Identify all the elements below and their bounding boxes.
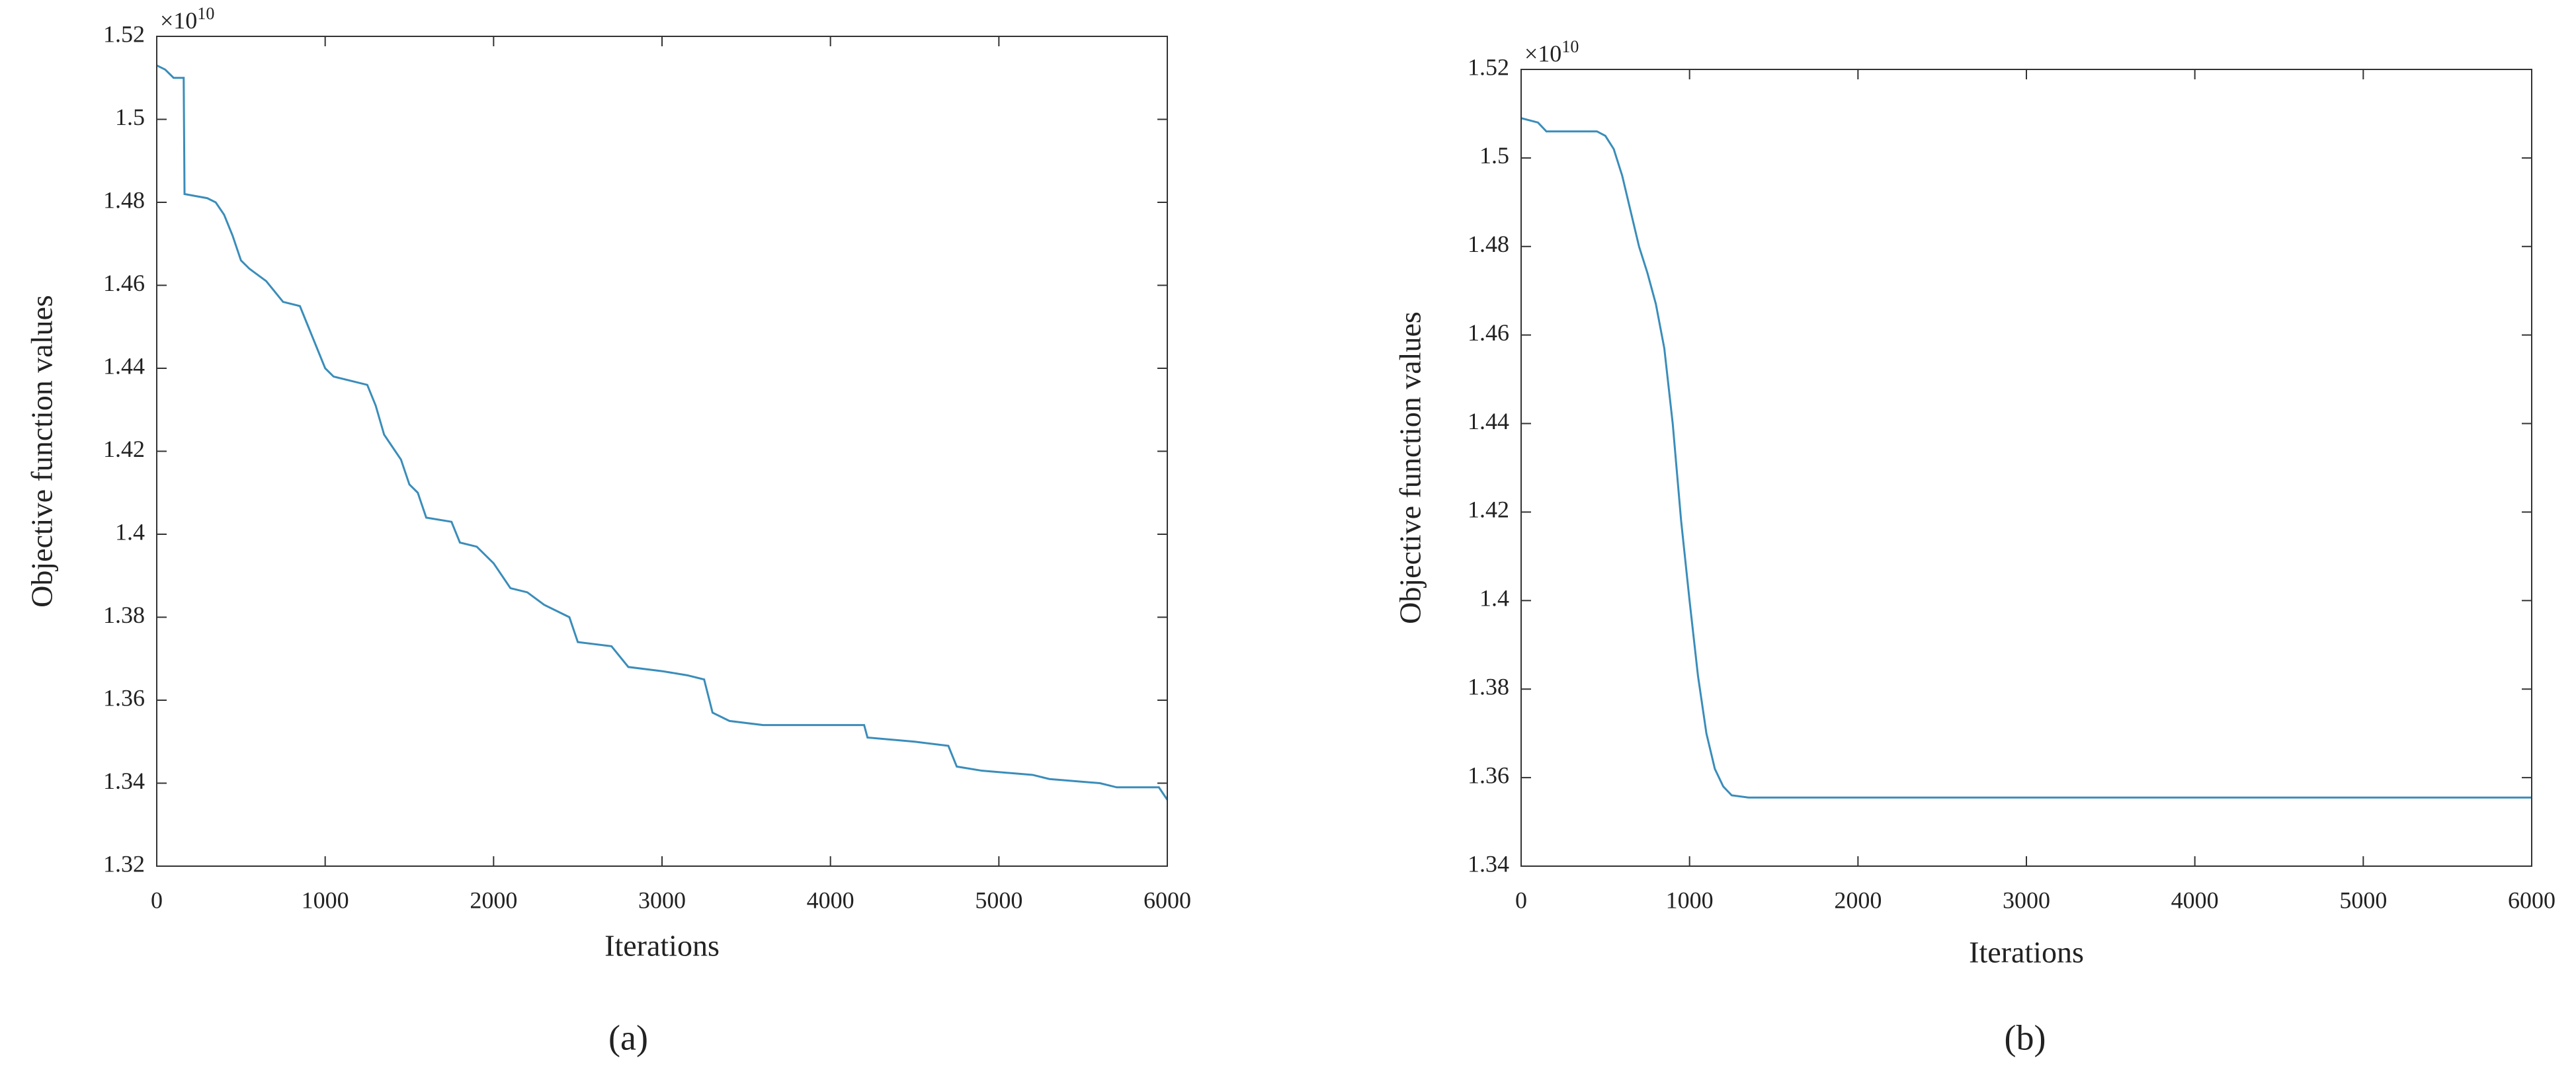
y-axis-label: Objective function values xyxy=(25,295,59,608)
y-axis-label: Objective function values xyxy=(1393,311,1427,624)
y-tick-label: 1.46 xyxy=(103,270,145,296)
y-scale-base: ×10 xyxy=(160,7,197,34)
x-tick-label: 0 xyxy=(151,887,163,913)
x-axis-label: Iterations xyxy=(1969,936,2084,969)
y-scale-label: ×1010 xyxy=(1524,37,1579,67)
y-tick-label: 1.34 xyxy=(1468,850,1509,877)
panel-label: (a) xyxy=(608,1018,648,1057)
y-tick-label: 1.4 xyxy=(1479,585,1509,612)
y-tick-label: 1.44 xyxy=(103,352,145,379)
y-tick-label: 1.34 xyxy=(103,768,145,794)
x-tick-label: 6000 xyxy=(1143,887,1191,913)
y-tick-label: 1.5 xyxy=(115,104,145,130)
data-line xyxy=(156,64,1169,801)
y-tick-label: 1.44 xyxy=(1468,408,1509,434)
y-tick-label: 1.4 xyxy=(115,518,145,545)
y-tick-label: 1.32 xyxy=(103,850,145,877)
x-tick-label: 1000 xyxy=(302,887,349,913)
plot-frame xyxy=(156,36,1168,867)
y-scale-exponent: 10 xyxy=(1561,37,1579,56)
x-tick-label: 3000 xyxy=(2003,887,2050,913)
y-tick-label: 1.38 xyxy=(1468,673,1509,700)
y-scale-label: ×1010 xyxy=(160,4,214,34)
data-line xyxy=(1520,117,2532,799)
panel-label: (b) xyxy=(2005,1018,2046,1057)
x-tick-label: 4000 xyxy=(807,887,854,913)
x-axis-label: Iterations xyxy=(604,929,720,963)
plot-frame xyxy=(1520,69,2532,867)
x-tick-label: 2000 xyxy=(1834,887,1882,913)
y-tick-label: 1.52 xyxy=(1468,54,1509,80)
x-tick-label: 6000 xyxy=(2508,887,2555,913)
y-tick-label: 1.42 xyxy=(103,436,145,462)
x-tick-label: 0 xyxy=(1515,887,1527,913)
y-tick-label: 1.48 xyxy=(1468,231,1509,257)
y-scale-base: ×10 xyxy=(1524,40,1561,67)
x-tick-label: 1000 xyxy=(1666,887,1714,913)
y-tick-label: 1.5 xyxy=(1479,142,1509,169)
x-tick-label: 5000 xyxy=(2339,887,2387,913)
y-tick-label: 1.38 xyxy=(103,602,145,628)
y-tick-label: 1.42 xyxy=(1468,497,1509,523)
x-tick-label: 3000 xyxy=(638,887,686,913)
y-tick-label: 1.36 xyxy=(1468,762,1509,788)
y-tick-label: 1.36 xyxy=(103,684,145,711)
y-tick-label: 1.52 xyxy=(103,20,145,47)
chart: 0 1000 2000 3000 4000 5000 6000 1.34 1.36 1.38 1.4… xyxy=(1393,37,2555,1057)
y-tick-label: 1.46 xyxy=(1468,319,1509,346)
y-tick-label: 1.48 xyxy=(103,186,145,213)
x-tick-label: 5000 xyxy=(975,887,1022,913)
x-tick-label: 2000 xyxy=(470,887,517,913)
x-tick-label: 4000 xyxy=(2171,887,2219,913)
chart: 0 1000 2000 3000 4000 5000 6000 1.32 1.34 1.36 1.3… xyxy=(25,4,1191,1057)
y-scale-exponent: 10 xyxy=(197,4,214,23)
